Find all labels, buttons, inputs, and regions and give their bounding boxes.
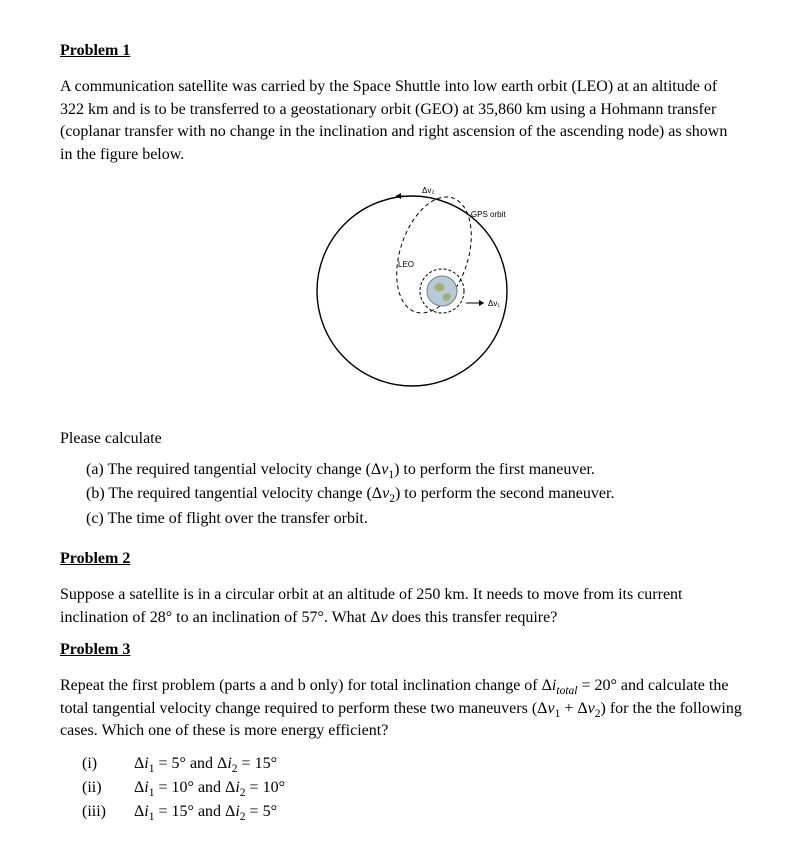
- dv1-arrow-icon: [466, 300, 484, 306]
- dv2-label: Δv₂: [422, 186, 434, 195]
- case-ii: (ii) Δi1 = 10° and Δi2 = 10°: [82, 777, 743, 799]
- problem-3-cases: (i) Δi1 = 5° and Δi2 = 15° (ii) Δi1 = 10…: [82, 753, 743, 824]
- problem-1-intro: A communication satellite was carried by…: [60, 76, 743, 166]
- problem-3-text: Repeat the first problem (parts a and b …: [60, 675, 743, 742]
- hohmann-figure: GPS orbit LEO Δv₁ Δv₂: [60, 176, 743, 408]
- problem-1-heading: Problem 1: [60, 40, 743, 62]
- gps-orbit-label: GPS orbit: [470, 210, 505, 219]
- case-iii: (iii) Δi1 = 15° and Δi2 = 5°: [82, 801, 743, 823]
- problem-2-text: Suppose a satellite is in a circular orb…: [60, 584, 743, 629]
- dv1-label: Δv₁: [488, 299, 500, 308]
- please-calculate: Please calculate: [60, 428, 743, 450]
- dv2-arrow-icon: [396, 193, 416, 199]
- hohmann-svg: GPS orbit LEO Δv₁ Δv₂: [272, 176, 532, 401]
- problem-2-heading: Problem 2: [60, 548, 743, 570]
- item-b: (b) The required tangential velocity cha…: [86, 483, 743, 505]
- problem-1-sublist: (a) The required tangential velocity cha…: [86, 459, 743, 530]
- case-i: (i) Δi1 = 5° and Δi2 = 15°: [82, 753, 743, 775]
- leo-label: LEO: [398, 260, 414, 269]
- gps-orbit-circle: [317, 196, 507, 386]
- item-c: (c) The time of flight over the transfer…: [86, 508, 743, 530]
- problem-3-heading: Problem 3: [60, 639, 743, 661]
- item-a: (a) The required tangential velocity cha…: [86, 459, 743, 481]
